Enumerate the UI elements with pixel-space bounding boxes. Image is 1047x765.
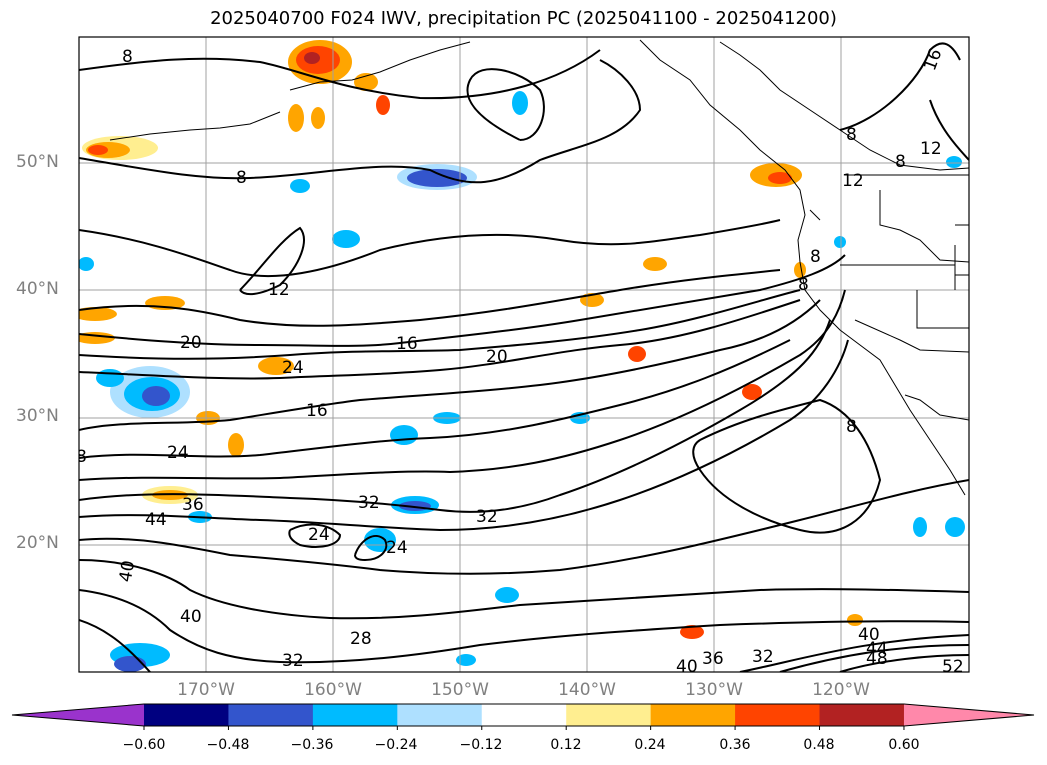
contour-label: 8 <box>895 152 906 172</box>
contour-label: 8 <box>798 275 809 295</box>
contour-label: 12 <box>920 139 942 159</box>
lon-label: 140°W <box>558 680 616 700</box>
colorbar-tick-label: −0.24 <box>374 737 418 753</box>
colorbar-tick-label: −0.12 <box>459 737 503 753</box>
colorbar-segment <box>566 704 652 726</box>
contour-label: 20 <box>180 333 202 353</box>
lon-label: 130°W <box>685 680 743 700</box>
contour-label: 8 <box>810 247 821 267</box>
lat-label: 40°N <box>16 279 59 299</box>
contour-label: 52 <box>942 657 964 677</box>
contour-label: 40 <box>676 657 698 677</box>
contour-label: 8 <box>76 447 87 467</box>
colorbar-tick-label: −0.48 <box>206 737 250 753</box>
contour-label: 8 <box>846 417 857 437</box>
colorbar-segment <box>312 704 398 726</box>
contour-label: 44 <box>145 510 167 530</box>
colorbar-segment <box>735 704 821 726</box>
precip-shading <box>79 40 965 672</box>
contour-label: 8 <box>236 168 247 188</box>
contour-label: 36 <box>702 649 724 669</box>
contour-label: 32 <box>282 651 304 671</box>
contour-label: 8 <box>122 47 133 67</box>
colorbar-tick-label: 0.12 <box>550 737 582 753</box>
contour-label: 36 <box>182 495 204 515</box>
contour-label: 32 <box>476 507 498 527</box>
contour-label: 20 <box>486 347 508 367</box>
contour-label: 40 <box>858 625 880 645</box>
contour-label: 16 <box>920 46 946 73</box>
colorbar-segment <box>228 704 314 726</box>
lat-label: 30°N <box>16 406 59 426</box>
plot-area: 8 8 16 8 8 12 12 12 20 16 20 24 16 24 8 … <box>76 37 969 677</box>
contour-label: 40 <box>116 559 139 584</box>
plot-frame <box>78 36 970 673</box>
contour-label: 12 <box>842 171 864 191</box>
colorbar-tick-label: 0.60 <box>888 737 920 753</box>
contour-label: 24 <box>167 443 189 463</box>
contour-label: 24 <box>386 538 408 558</box>
contour-label-layer: 8 8 16 8 8 12 12 12 20 16 20 24 16 24 8 … <box>76 46 964 677</box>
contour-label: 32 <box>358 493 380 513</box>
lon-label: 150°W <box>431 680 489 700</box>
contour-label: 12 <box>268 280 290 300</box>
contour-label: 40 <box>180 607 202 627</box>
contour-label: 44 <box>866 639 888 659</box>
contour-label: 48 <box>866 649 888 669</box>
coastlines <box>109 39 969 496</box>
colorbar-tick-label: −0.36 <box>290 737 334 753</box>
lat-label: 50°N <box>16 152 59 172</box>
contour-label: 28 <box>350 629 372 649</box>
colorbar <box>11 703 1035 730</box>
colorbar-extend-max <box>903 704 1034 726</box>
lon-label: 170°W <box>177 680 235 700</box>
colorbar-tick-label: 0.48 <box>803 737 835 753</box>
colorbar-tick-label: 0.36 <box>719 737 751 753</box>
colorbar-tick-label: −0.60 <box>122 737 166 753</box>
iwv-contours <box>79 42 969 672</box>
contour-label: 24 <box>308 525 330 545</box>
colorbar-extend-min <box>12 704 144 726</box>
lon-label: 120°W <box>812 680 870 700</box>
contour-label: 16 <box>396 334 418 354</box>
lon-label: 160°W <box>304 680 362 700</box>
colorbar-segment <box>144 704 229 726</box>
contour-label: 32 <box>752 647 774 667</box>
lat-label: 20°N <box>16 533 59 553</box>
colorbar-segment <box>650 704 736 726</box>
contour-label: 16 <box>306 401 328 421</box>
map-title: 2025040700 F024 IWV, precipitation PC (2… <box>210 8 837 29</box>
colorbar-tick-label: 0.24 <box>634 737 666 753</box>
colorbar-segment <box>819 704 905 726</box>
colorbar-segment <box>481 704 567 726</box>
contour-label: 24 <box>282 358 304 378</box>
graticule <box>79 37 969 672</box>
colorbar-segment <box>397 704 483 726</box>
contour-label: 8 <box>846 125 857 145</box>
